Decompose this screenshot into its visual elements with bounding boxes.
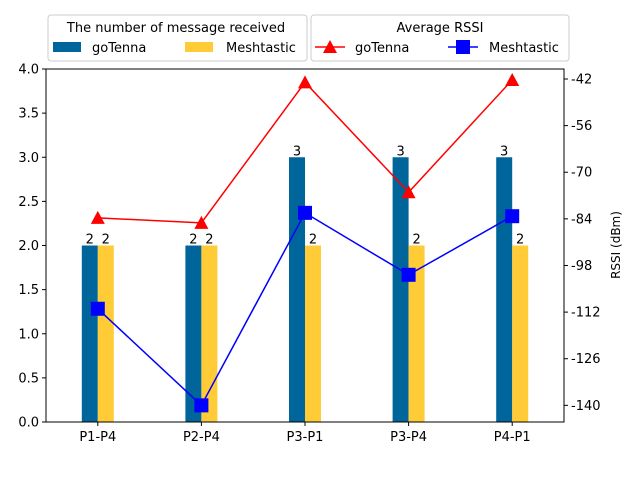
- bar-label-layer: 2 23 3 32 2 2 2 2: [86, 144, 525, 247]
- bar-label-meshtastic-p3-p1: 2: [309, 233, 317, 248]
- bar-layer: [81, 157, 529, 422]
- bar-legend: The number of message received goTenna M…: [47, 14, 308, 62]
- marker-gotenna-p1-p4: [90, 210, 105, 224]
- bar-label-gotenna-p4-p1: 3: [500, 144, 508, 159]
- right-tick-label: -140: [571, 399, 601, 414]
- marker-gotenna-p4-p1: [505, 72, 520, 86]
- bar-meshtastic-p1-p4: [97, 245, 114, 422]
- line-legend: Average RSSI goTenna Meshtastic: [310, 14, 570, 62]
- legend-label-gotenna-bar: goTenna: [92, 41, 146, 56]
- line-layer: [90, 72, 520, 413]
- bar-gotenna-p4-p1: [496, 157, 513, 422]
- right-axis: -42 -56 -70 -84 -98 -112 -126 -140: [564, 72, 601, 414]
- legend-swatch-gotenna-bar: [53, 42, 81, 52]
- bar-gotenna-p3-p1: [289, 157, 305, 422]
- legend-label-meshtastic-line: Meshtastic: [489, 41, 559, 56]
- marker-meshtastic-p4-p1: [505, 209, 520, 224]
- x-tick-label-p3-p1: P3-P1: [287, 430, 324, 445]
- bar-meshtastic-p3-p4: [408, 245, 425, 422]
- bar-gotenna-p3-p4: [392, 157, 409, 422]
- left-tick-label: 2.5: [18, 195, 39, 210]
- right-tick-label: -70: [571, 166, 592, 181]
- bar-label-gotenna-p3-p4: 3: [396, 144, 404, 159]
- right-tick-label: -56: [571, 119, 592, 134]
- marker-gotenna-p3-p1: [298, 75, 312, 89]
- left-tick-label: 4.0: [18, 63, 39, 78]
- x-tick-label-p2-p4: P2-P4: [183, 430, 220, 445]
- x-tick-label-p3-p4: P3-P4: [390, 430, 427, 445]
- bar-label-meshtastic-p3-p4: 2: [412, 233, 420, 248]
- x-tick-label-p4-p1: P4-P1: [494, 430, 531, 445]
- left-tick-label: 2.0: [18, 239, 39, 254]
- marker-gotenna-p3-p4: [401, 185, 416, 199]
- legend-marker-gotenna: [323, 40, 337, 53]
- marker-meshtastic-p3-p1: [298, 205, 312, 220]
- right-axis-label: RSSI (dBm): [609, 211, 623, 279]
- legend-label-gotenna-line: goTenna: [355, 41, 409, 56]
- left-tick-label: 1.0: [18, 327, 39, 342]
- right-tick-label: -84: [571, 212, 592, 227]
- bar-label-meshtastic-p1-p4: 2: [102, 233, 110, 248]
- right-tick-label: -126: [571, 352, 601, 367]
- legend-swatch-meshtastic-bar: [185, 42, 213, 52]
- left-tick-label: 0.5: [18, 371, 39, 386]
- right-tick-label: -112: [571, 306, 601, 321]
- line-legend-title: Average RSSI: [397, 21, 484, 36]
- left-tick-label: 0.0: [18, 416, 39, 431]
- marker-gotenna-p2-p4: [194, 215, 209, 229]
- left-tick-label: 3.0: [18, 151, 39, 166]
- left-axis: 0.0 0.5 1.0 1.5 2.0 2.5 3.0 3.5 4.0: [18, 63, 46, 431]
- marker-meshtastic-p1-p4: [90, 301, 105, 316]
- x-axis: P1-P4 P2-P4 P3-P1 P3-P4 P4-P1: [79, 422, 531, 445]
- legend-marker-meshtastic: [456, 40, 470, 54]
- right-tick-label: -98: [571, 259, 592, 274]
- bar-gotenna-p2-p4: [185, 245, 202, 422]
- bar-meshtastic-p3-p1: [305, 245, 321, 422]
- legend-label-meshtastic-bar: Meshtastic: [226, 41, 296, 56]
- bar-meshtastic-p4-p1: [512, 245, 529, 422]
- bar-legend-title: The number of message received: [66, 21, 285, 36]
- left-tick-label: 1.5: [18, 283, 39, 298]
- right-tick-label: -42: [571, 72, 592, 87]
- marker-meshtastic-p2-p4: [194, 398, 209, 413]
- bar-label-gotenna-p1-p4: 2: [86, 233, 94, 248]
- bar-gotenna-p1-p4: [81, 245, 98, 422]
- bar-meshtastic-p2-p4: [201, 245, 218, 422]
- left-tick-label: 3.5: [18, 107, 39, 122]
- bar-label-meshtastic-p2-p4: 2: [205, 233, 213, 248]
- bar-label-gotenna-p3-p1: 3: [293, 144, 301, 159]
- x-tick-label-p1-p4: P1-P4: [79, 430, 116, 445]
- bar-label-gotenna-p2-p4: 2: [189, 233, 197, 248]
- bar-label-meshtastic-p4-p1: 2: [516, 233, 524, 248]
- marker-meshtastic-p3-p4: [401, 267, 416, 282]
